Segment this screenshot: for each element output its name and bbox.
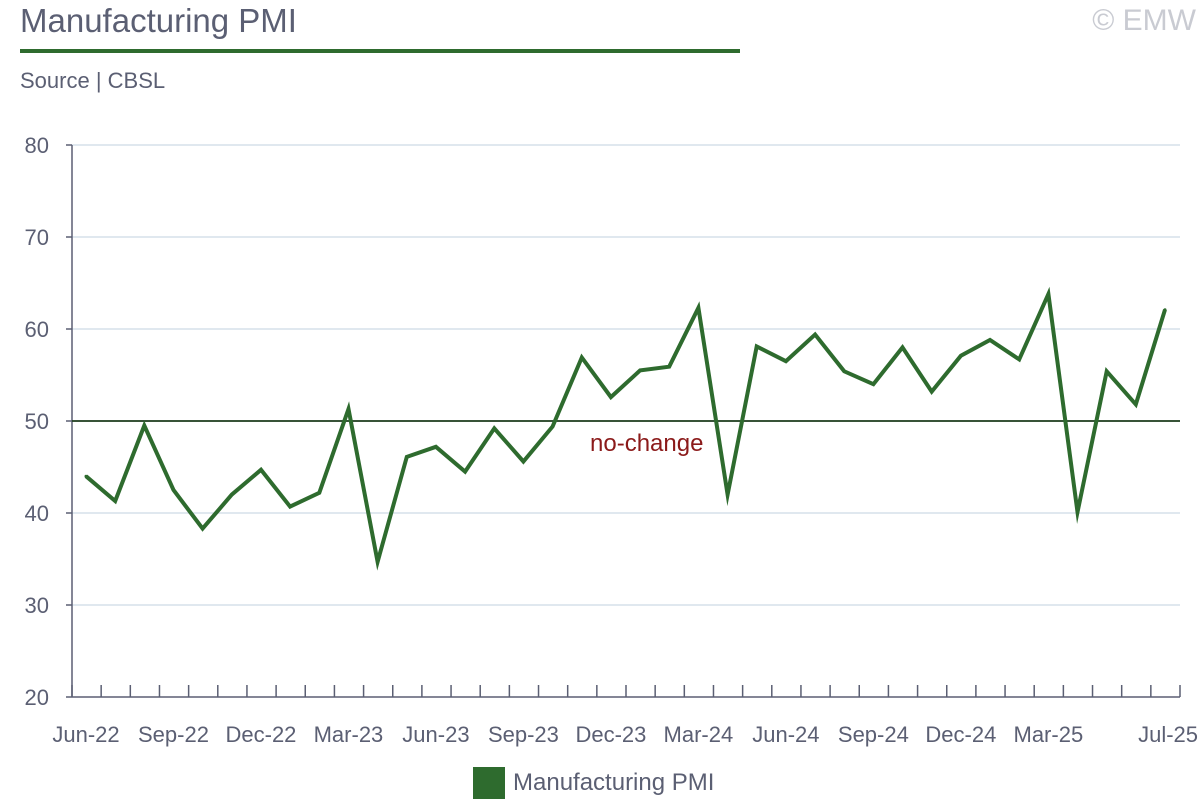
x-tick-label: Dec-22 bbox=[226, 722, 297, 747]
data-point bbox=[1046, 292, 1050, 296]
grid-layer bbox=[72, 144, 1180, 606]
data-point bbox=[317, 491, 321, 495]
x-tick-label: Jun-22 bbox=[52, 722, 119, 747]
x-tick-label: Dec-24 bbox=[925, 722, 996, 747]
data-point bbox=[288, 505, 292, 509]
data-point bbox=[463, 470, 467, 474]
data-point bbox=[726, 493, 730, 497]
data-point bbox=[347, 407, 350, 411]
data-point bbox=[113, 499, 117, 503]
data-point bbox=[580, 356, 584, 359]
x-tick-label: Jun-24 bbox=[752, 722, 819, 747]
reference-layer: no-change bbox=[72, 420, 1180, 457]
data-point bbox=[1017, 357, 1021, 361]
legend-swatch bbox=[473, 767, 505, 799]
data-point bbox=[609, 395, 613, 399]
data-point bbox=[142, 424, 146, 428]
data-point bbox=[201, 527, 205, 531]
x-tick-label: Mar-23 bbox=[314, 722, 384, 747]
x-tick-label: Sep-23 bbox=[488, 722, 559, 747]
x-tick-label: Sep-24 bbox=[838, 722, 909, 747]
data-point bbox=[376, 560, 380, 564]
x-tick-label: Mar-24 bbox=[664, 722, 734, 747]
data-point bbox=[1163, 308, 1167, 312]
data-point bbox=[492, 426, 496, 430]
line-chart: 20 30 40 50 60 70 80 Jun-22 Sep-22 Dec-22 Mar-23 Ju… bbox=[25, 133, 1198, 747]
data-point bbox=[551, 425, 555, 428]
data-point bbox=[930, 390, 934, 394]
y-tick-label: 40 bbox=[25, 501, 49, 526]
data-point bbox=[959, 354, 963, 358]
data-point bbox=[1076, 510, 1079, 514]
y-tick-label: 20 bbox=[25, 685, 49, 710]
y-tick-label: 70 bbox=[25, 225, 49, 250]
data-point bbox=[638, 368, 642, 372]
title-underline bbox=[20, 49, 740, 53]
data-point bbox=[521, 460, 525, 463]
x-tick-label: Dec-23 bbox=[575, 722, 646, 747]
data-point bbox=[842, 369, 846, 373]
data-point bbox=[813, 333, 817, 336]
x-tick-label: Jul-25 bbox=[1138, 722, 1198, 747]
x-tick-label: Jun-23 bbox=[402, 722, 469, 747]
x-tick-label: Mar-25 bbox=[1014, 722, 1084, 747]
series-layer bbox=[84, 286, 1167, 571]
y-tick-label: 50 bbox=[25, 409, 49, 434]
data-point bbox=[1134, 402, 1138, 406]
y-tick-label: 60 bbox=[25, 317, 49, 342]
data-point bbox=[755, 345, 759, 348]
data-point bbox=[988, 338, 992, 342]
chart-source: Source | CBSL bbox=[20, 68, 166, 93]
chart-title: Manufacturing PMI bbox=[20, 2, 297, 39]
legend-label: Manufacturing PMI bbox=[513, 769, 715, 796]
data-point bbox=[259, 468, 263, 472]
x-tick-label: Sep-22 bbox=[138, 722, 209, 747]
copyright-watermark: © EMW bbox=[1092, 4, 1196, 37]
data-point bbox=[84, 474, 88, 478]
data-point bbox=[434, 445, 438, 449]
series-line bbox=[84, 286, 1167, 571]
data-point bbox=[696, 306, 700, 310]
data-point bbox=[901, 345, 904, 349]
data-point bbox=[1105, 369, 1109, 373]
axis-layer: 20 30 40 50 60 70 80 Jun-22 Sep-22 Dec-22 Mar-23 Ju… bbox=[25, 133, 1198, 747]
data-point bbox=[871, 382, 875, 386]
legend: Manufacturing PMI bbox=[473, 766, 714, 800]
data-point bbox=[230, 493, 234, 497]
data-point bbox=[172, 488, 175, 492]
reference-line-label: no-change bbox=[590, 430, 703, 457]
data-point bbox=[667, 365, 671, 369]
data-point bbox=[405, 455, 409, 459]
data-point bbox=[784, 359, 788, 363]
y-tick-label: 80 bbox=[25, 133, 49, 158]
y-tick-label: 30 bbox=[25, 593, 49, 618]
